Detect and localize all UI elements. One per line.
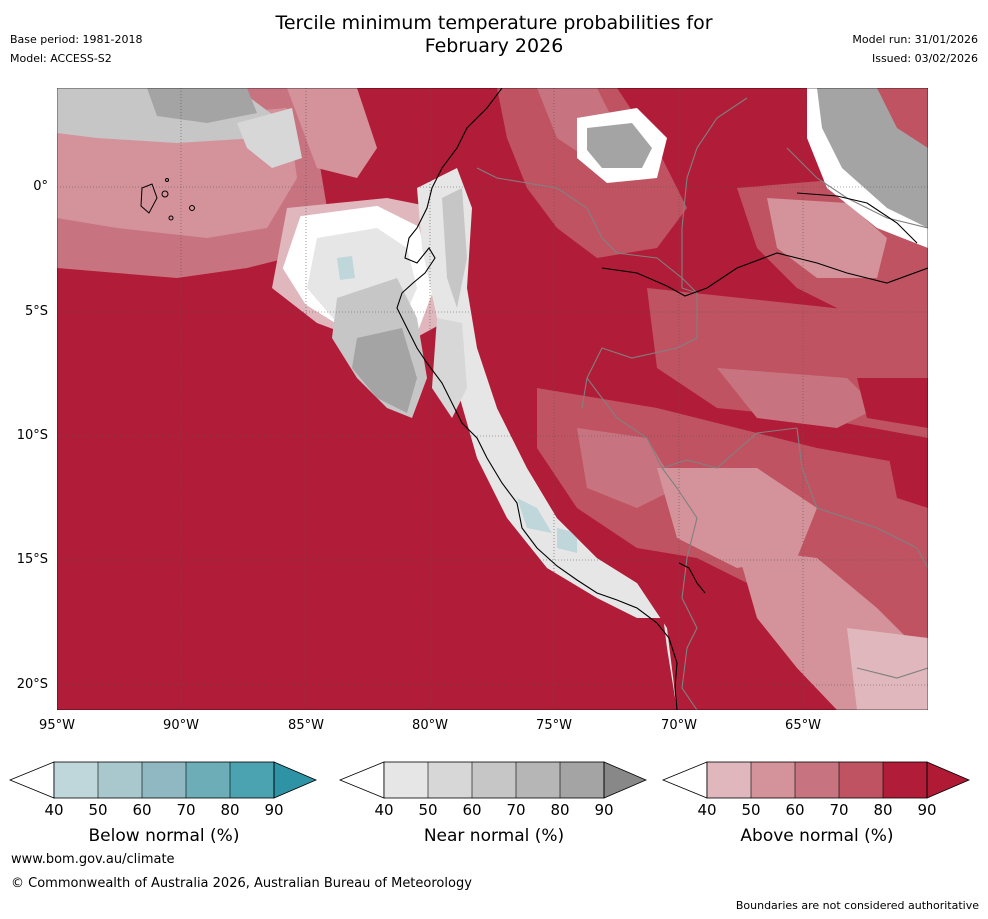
below-tick-90: 90 bbox=[264, 801, 284, 819]
region-above-80-ne2 bbox=[877, 88, 928, 148]
base-period: Base period: 1981-2018 bbox=[10, 33, 143, 46]
colorbar-above-title: Above normal (%) bbox=[740, 826, 894, 846]
amazon-river bbox=[601, 252, 928, 297]
region-near-70-andes bbox=[442, 188, 467, 308]
near-tick-90: 90 bbox=[594, 801, 614, 819]
country-borders bbox=[476, 97, 928, 710]
near-tick-60: 60 bbox=[462, 801, 482, 819]
region-above-50-nw bbox=[57, 108, 297, 238]
meta-right: Model run: 31/01/2026 Issued: 03/02/2026 bbox=[852, 30, 978, 68]
map-title: Tercile minimum temperature probabilitie… bbox=[0, 12, 988, 58]
region-above-90-east bbox=[857, 378, 928, 428]
region-near-90-coast bbox=[352, 328, 417, 413]
region-near-50-andes bbox=[432, 318, 467, 418]
region-near-90-north bbox=[587, 123, 652, 168]
region-below-40-b bbox=[517, 498, 552, 533]
region-above-50-south bbox=[657, 468, 817, 568]
below-tick-50: 50 bbox=[88, 801, 108, 819]
near-tick-50: 50 bbox=[418, 801, 438, 819]
above-tick-70: 70 bbox=[829, 801, 849, 819]
model-run: Model run: 31/01/2026 bbox=[852, 33, 978, 46]
model-name: Model: ACCESS-S2 bbox=[10, 52, 112, 65]
gridlines bbox=[57, 88, 928, 710]
above-tick-90: 90 bbox=[917, 801, 937, 819]
below-tick-60: 60 bbox=[132, 801, 152, 819]
lon-label-90w: 90°W bbox=[163, 718, 199, 733]
coastline bbox=[396, 88, 678, 710]
bom-url: www.bom.gov.au/climate bbox=[11, 852, 175, 867]
river-north bbox=[796, 192, 918, 244]
colorbar-near-title: Near normal (%) bbox=[423, 826, 565, 846]
above-tick-50: 50 bbox=[741, 801, 761, 819]
lon-label-95w: 95°W bbox=[39, 718, 75, 733]
colorbar-below bbox=[8, 761, 318, 799]
colorbar-below-title: Below normal (%) bbox=[88, 826, 240, 846]
region-above-60-mid bbox=[717, 368, 877, 428]
map-canvas bbox=[56, 87, 929, 711]
lon-label-75w: 75°W bbox=[536, 718, 572, 733]
region-above-40-se bbox=[847, 628, 928, 710]
region-below-40-a bbox=[337, 256, 355, 280]
above-tick-80: 80 bbox=[873, 801, 893, 819]
region-above-90-se bbox=[887, 448, 928, 508]
lon-label-70w: 70°W bbox=[661, 718, 697, 733]
above-tick-40: 40 bbox=[697, 801, 717, 819]
region-below-40-c bbox=[557, 528, 577, 553]
lon-label-80w: 80°W bbox=[412, 718, 448, 733]
lon-label-65w: 65°W bbox=[785, 718, 821, 733]
lon-label-85w: 85°W bbox=[288, 718, 324, 733]
disclaimer: Boundaries are not considered authoritat… bbox=[735, 899, 979, 912]
colorbar-above bbox=[661, 761, 971, 799]
above-tick-60: 60 bbox=[785, 801, 805, 819]
probability-map bbox=[56, 87, 929, 711]
region-near-50-nw2 bbox=[237, 108, 302, 168]
title-line-2: February 2026 bbox=[424, 35, 564, 57]
colorbar-near bbox=[338, 761, 648, 799]
lat-label-15s: 15°S bbox=[16, 552, 48, 567]
near-tick-80: 80 bbox=[550, 801, 570, 819]
region-above-50-n bbox=[287, 88, 377, 178]
lat-label-20s: 20°S bbox=[16, 677, 48, 692]
galapagos-islands bbox=[140, 178, 195, 221]
meta-left: Base period: 1981-2018 Model: ACCESS-S2 bbox=[10, 30, 142, 68]
lake-titicaca bbox=[678, 562, 706, 594]
below-tick-80: 80 bbox=[220, 801, 240, 819]
lat-label-10s: 10°S bbox=[16, 428, 48, 443]
near-tick-70: 70 bbox=[506, 801, 526, 819]
region-near-90-nw bbox=[147, 88, 257, 123]
below-tick-70: 70 bbox=[176, 801, 196, 819]
below-tick-40: 40 bbox=[44, 801, 64, 819]
lat-label-0: 0° bbox=[33, 179, 48, 194]
copyright: © Commonwealth of Australia 2026, Austra… bbox=[11, 876, 472, 891]
title-line-1: Tercile minimum temperature probabilitie… bbox=[275, 12, 713, 34]
near-tick-40: 40 bbox=[374, 801, 394, 819]
issued-date: Issued: 03/02/2026 bbox=[871, 52, 978, 65]
lat-label-5s: 5°S bbox=[24, 304, 48, 319]
